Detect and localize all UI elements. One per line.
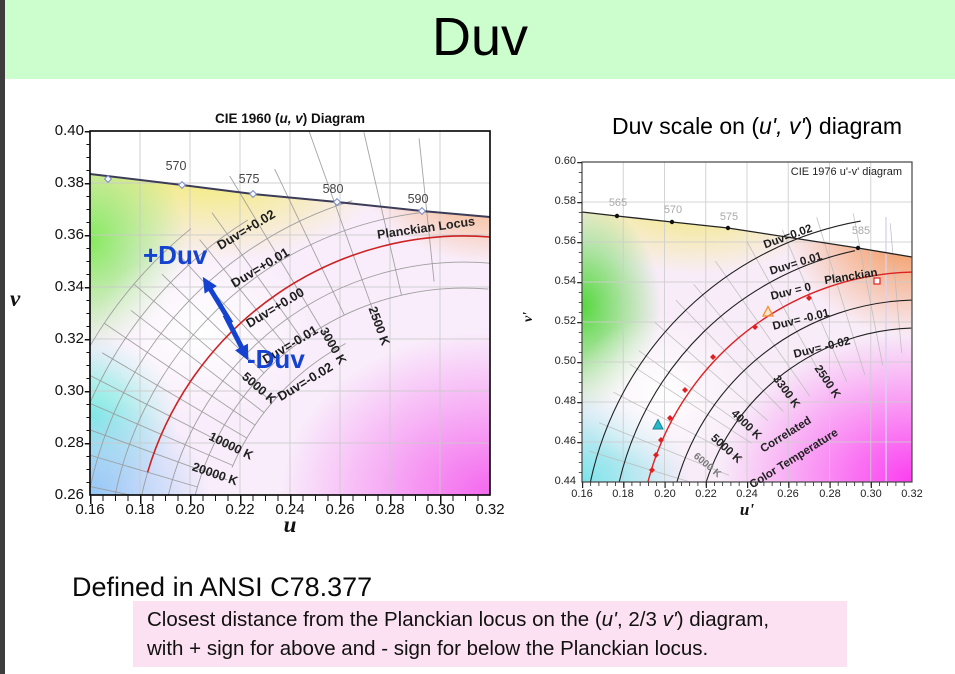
y-tick-label: 0.56 xyxy=(554,235,576,247)
y-tick-label: 0.52 xyxy=(554,315,576,327)
note-line-1: Closest distance from the Planckian locu… xyxy=(147,606,847,635)
y-axis-label: v' xyxy=(521,311,537,323)
note-part-italic: u' xyxy=(601,608,617,631)
note-line-2: with + sign for above and - sign for bel… xyxy=(147,636,709,660)
y-tick-label: 0.58 xyxy=(554,195,576,207)
x-tick-label: 0.24 xyxy=(275,501,305,518)
spectral-locus-line xyxy=(90,173,490,218)
x-axis-label: u' xyxy=(739,500,755,519)
spectral-locus-line xyxy=(582,211,912,258)
cie1960-title: CIE 1960 (u, v) Diagram xyxy=(115,111,465,126)
x-tick-label: 0.22 xyxy=(695,488,717,500)
note-part: , 2/3 xyxy=(616,608,663,631)
definition-note-box: Closest distance from the Planckian locu… xyxy=(133,601,847,667)
y-tick-label: 0.26 xyxy=(54,486,84,503)
duv-offset-arcs xyxy=(90,200,490,495)
y-tick-label: 0.50 xyxy=(554,355,576,367)
cie1960-title-part: ) Diagram xyxy=(302,111,366,126)
y-tick-label: 0.36 xyxy=(54,226,84,243)
x-tick-label: 0.22 xyxy=(225,501,255,518)
y-tick-label: 0.48 xyxy=(554,395,576,407)
slide-title: Duv xyxy=(431,7,529,67)
y-axis-label: v xyxy=(10,286,21,311)
cie1976-title-part: ) diagram xyxy=(804,113,903,139)
slide-left-border xyxy=(0,0,5,674)
x-tick-label: 0.30 xyxy=(425,501,455,518)
minus-duv-annotation: -Duv xyxy=(247,344,305,374)
y-tick-label: 0.44 xyxy=(554,475,576,487)
x-tick-label: 0.28 xyxy=(375,501,405,518)
wavelength-label: 585 xyxy=(851,225,871,237)
test-source-triangle-orange xyxy=(761,305,775,317)
test-source-triangle-cyan xyxy=(652,418,664,430)
planckian-locus-curve xyxy=(647,271,912,482)
y-tick-label: 0.30 xyxy=(54,382,84,399)
x-tick-label: 0.26 xyxy=(777,488,799,500)
cie1960-title-italic: u, v xyxy=(279,111,303,126)
x-tick-label: 0.24 xyxy=(736,488,758,500)
cie1976-inner-label: CIE 1976 u'-v' diagram xyxy=(790,166,902,178)
cie1976-title: Duv scale on (u', v') diagram xyxy=(567,113,947,140)
wavelength-label: 565 xyxy=(608,197,628,209)
x-tick-label: 0.18 xyxy=(612,488,634,500)
planckian-square-marker xyxy=(873,277,881,285)
x-tick-label: 0.16 xyxy=(75,501,105,518)
y-tick-label: 0.28 xyxy=(54,434,84,451)
x-tick-label: 0.16 xyxy=(571,488,593,500)
x-tick-label: 0.30 xyxy=(860,488,882,500)
cie1976-title-italic: u', v' xyxy=(759,113,805,139)
plus-duv-annotation: +Duv xyxy=(143,240,208,270)
cie1960-title-part: CIE 1960 ( xyxy=(214,111,280,126)
wavelength-label: 575 xyxy=(719,211,739,223)
wavelength-label: 570 xyxy=(663,204,683,216)
note-part-italic: v' xyxy=(662,608,677,631)
x-axis-label: u xyxy=(283,512,297,537)
planckian-locus-curve xyxy=(146,235,490,473)
cie1960-plot-svg xyxy=(84,130,491,504)
x-tick-label: 0.18 xyxy=(125,501,155,518)
y-tick-label: 0.46 xyxy=(554,435,576,447)
minus-duv-arrow xyxy=(222,313,249,361)
duv-offset-curves xyxy=(589,220,912,482)
x-tick-label: 0.26 xyxy=(325,501,355,518)
iso-cct-rays xyxy=(90,131,435,495)
cie1976-title-part: Duv scale on ( xyxy=(611,113,759,139)
note-part: ) diagram, xyxy=(676,608,770,631)
y-tick-label: 0.40 xyxy=(54,122,84,139)
wavelength-diamond-markers xyxy=(103,174,427,216)
y-tick-label: 0.54 xyxy=(554,275,576,287)
x-tick-label: 0.32 xyxy=(475,501,505,518)
y-tick-label: 0.32 xyxy=(54,330,84,347)
cie1976-plot-svg xyxy=(577,161,913,488)
wavelength-label: 575 xyxy=(238,172,260,186)
x-tick-label: 0.20 xyxy=(654,488,676,500)
y-tick-label: 0.34 xyxy=(54,278,84,295)
note-part: Closest distance from the Planckian locu… xyxy=(147,608,602,631)
y-tick-label: 0.60 xyxy=(554,155,576,167)
slide-header: Duv xyxy=(5,0,955,79)
x-tick-label: 0.20 xyxy=(175,501,205,518)
y-tick-label: 0.38 xyxy=(54,174,84,191)
iso-cct-rays xyxy=(588,213,902,482)
wavelength-label: 580 xyxy=(322,182,344,196)
defined-heading: Defined in ANSI C78.377 xyxy=(72,572,373,602)
x-tick-label: 0.32 xyxy=(901,488,923,500)
wavelength-label: 590 xyxy=(407,192,429,206)
wavelength-label: 570 xyxy=(165,159,187,173)
x-tick-label: 0.28 xyxy=(819,488,841,500)
gridlines xyxy=(90,131,490,495)
